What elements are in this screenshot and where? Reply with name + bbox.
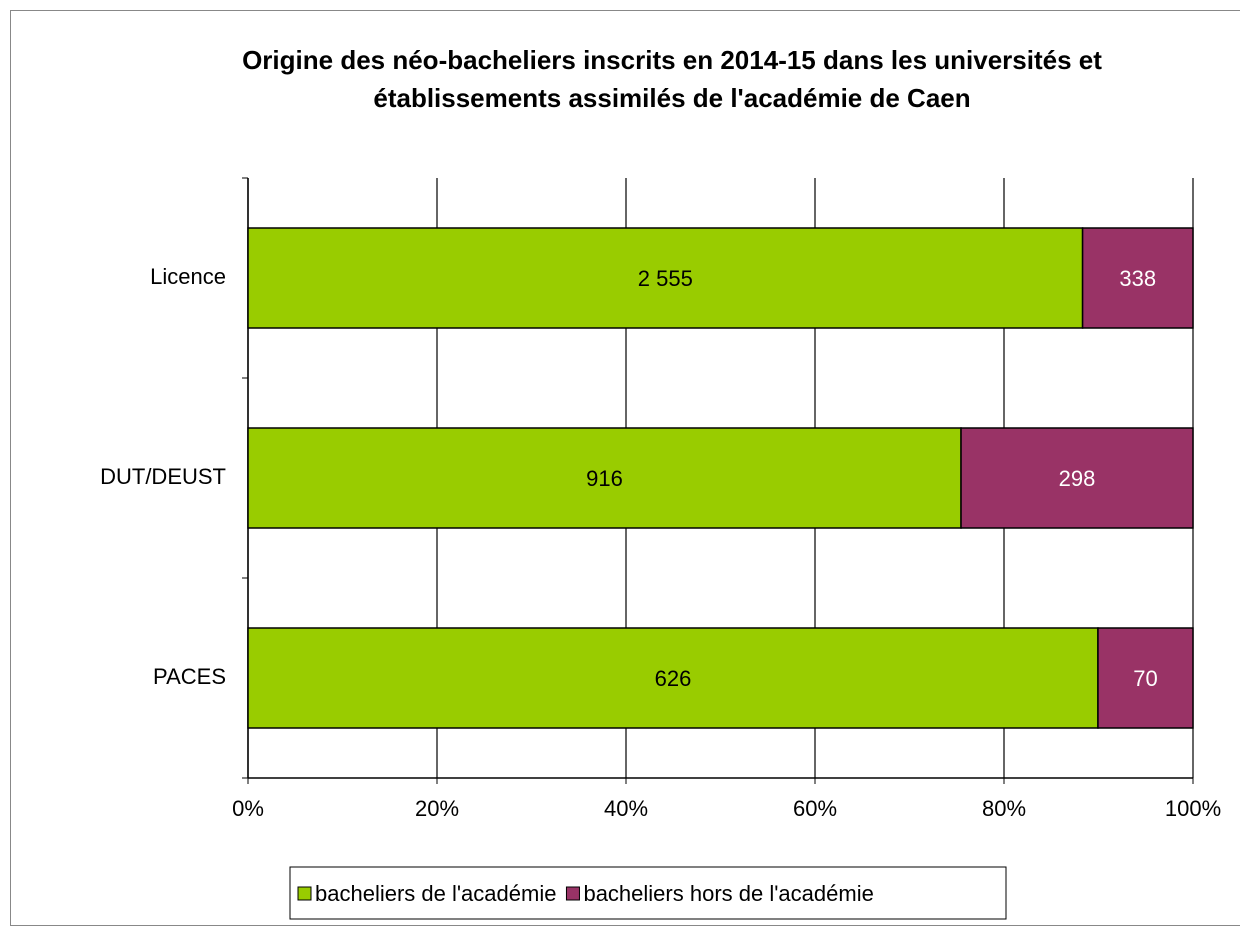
bar-segment (247, 627, 1099, 729)
y-tick-label: PACES (153, 664, 226, 689)
legend-label: bacheliers de l'académie (315, 881, 556, 906)
bar-segment (1097, 627, 1194, 729)
x-tick-label: 0% (232, 796, 264, 821)
data-label: 916 (586, 466, 623, 491)
data-label: 338 (1119, 266, 1156, 291)
y-tick-label: Licence (150, 264, 226, 289)
x-tick-label: 60% (793, 796, 837, 821)
bar-segment (247, 427, 962, 529)
data-label: 2 555 (638, 266, 693, 291)
legend-swatch (297, 886, 312, 901)
bar-segment (960, 427, 1194, 529)
chart-title: établissements assimilés de l'académie d… (373, 83, 970, 113)
x-tick-label: 20% (415, 796, 459, 821)
legend-swatch (565, 886, 580, 901)
data-label: 70 (1133, 666, 1157, 691)
chart-title: Origine des néo-bacheliers inscrits en 2… (242, 45, 1102, 75)
data-label: 626 (655, 666, 692, 691)
x-tick-label: 40% (604, 796, 648, 821)
data-label: 298 (1059, 466, 1096, 491)
x-tick-label: 100% (1165, 796, 1221, 821)
bar-segment (1081, 227, 1194, 329)
bar-segment (247, 227, 1084, 329)
y-tick-label: DUT/DEUST (100, 464, 226, 489)
legend-box (289, 866, 1007, 920)
x-tick-label: 80% (982, 796, 1026, 821)
legend-label: bacheliers hors de l'académie (583, 881, 873, 906)
